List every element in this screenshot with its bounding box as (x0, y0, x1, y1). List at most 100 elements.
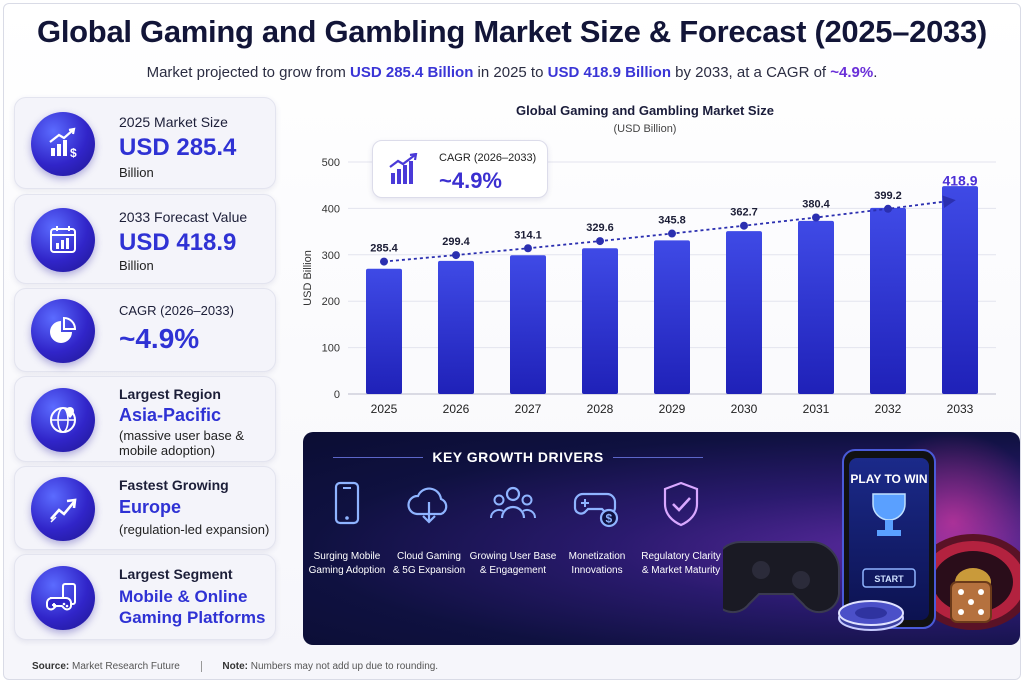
driver-cloud-5g: Cloud Gaming & 5G Expansion (385, 480, 473, 578)
cagr-chart-icon (389, 153, 418, 184)
y-axis-label: USD Billion (302, 250, 314, 306)
driver-label: Growing User Base & Engagement (469, 551, 557, 576)
data-label: 314.1 (514, 229, 542, 241)
driver-user-base: Growing User Base & Engagement (469, 480, 557, 578)
data-label: 329.6 (586, 222, 614, 234)
bar-2026 (438, 260, 474, 394)
svg-text:$: $ (70, 146, 77, 160)
bar-chart-dollar-icon: $ (31, 112, 95, 176)
card-value: USD 285.4 (119, 134, 237, 161)
card-cagr: CAGR (2026–2033) ~4.9% (14, 288, 276, 372)
x-tick-label: 2025 (371, 402, 398, 416)
x-tick-label: 2026 (443, 402, 470, 416)
chart-subtitle: (USD Billion) (613, 123, 677, 135)
bar-2031 (798, 220, 834, 394)
driver-label: Monetization Innovations (568, 551, 626, 576)
bar-2027 (510, 255, 546, 394)
y-tick-label: 0 (334, 389, 340, 401)
svg-text:$: $ (606, 512, 613, 526)
driver-label: Cloud Gaming & 5G Expansion (392, 551, 466, 576)
trend-point (740, 221, 748, 230)
driver-regulatory: Regulatory Clarity & Market Maturity (637, 480, 725, 578)
y-tick-label: 400 (322, 203, 340, 215)
svg-text:PLAY TO WIN: PLAY TO WIN (850, 472, 927, 486)
card-2033-forecast: 2033 Forecast Value USD 418.9 Billion (14, 194, 276, 284)
bar-2028 (582, 248, 618, 394)
y-tick-label: 100 (322, 343, 340, 355)
page-title: Global Gaming and Gambling Market Size &… (37, 14, 987, 49)
casino-chip-icon (838, 600, 904, 631)
data-label: 345.8 (658, 215, 686, 227)
trend-point (380, 257, 388, 266)
card-fastest-growing: Fastest Growing Europe (regulation-led e… (14, 466, 276, 550)
x-tick-label: 2029 (659, 402, 686, 416)
bar-2025 (366, 268, 402, 394)
trend-point (524, 244, 532, 253)
card-value: Asia-Pacific (119, 405, 222, 425)
key-growth-drivers-panel: KEY GROWTH DRIVERS Surging Mobile Gaming … (303, 432, 1020, 645)
trend-point (452, 251, 460, 260)
card-label: 2025 Market Size (119, 114, 228, 130)
card-value: ~4.9% (119, 323, 200, 354)
chart-title: Global Gaming and Gambling Market Size (516, 103, 774, 118)
trend-up-icon (31, 477, 95, 541)
driver-mobile-gaming: Surging Mobile Gaming Adoption (303, 480, 391, 578)
card-label: Fastest Growing (119, 477, 229, 493)
x-tick-label: 2031 (803, 402, 830, 416)
card-value: USD 418.9 (119, 229, 237, 256)
x-tick-label: 2028 (587, 402, 614, 416)
calendar-chart-icon (31, 208, 95, 272)
divider-left (333, 457, 423, 458)
card-value: Europe (119, 497, 182, 517)
card-2025-market-size: $ 2025 Market Size USD 285.4 Billion (14, 97, 276, 189)
card-label: Largest Segment (119, 566, 233, 582)
gamepad-icon (723, 541, 840, 614)
data-label: 299.4 (442, 236, 470, 248)
x-tick-label: 2033 (947, 402, 974, 416)
footer: Source: Market Research Future Note: Num… (32, 661, 439, 673)
smartphone-icon (334, 481, 360, 525)
source-text: Market Research Future (72, 661, 180, 673)
note-text: Numbers may not add up due to rounding. (250, 661, 439, 673)
drivers-heading: KEY GROWTH DRIVERS (432, 449, 604, 465)
users-icon (489, 486, 537, 519)
gaming-illustration: PLAY TO WIN START (723, 432, 1020, 631)
x-tick-label: 2032 (875, 402, 902, 416)
bar-2029 (654, 240, 690, 394)
svg-text:START: START (874, 574, 904, 584)
data-label: 380.4 (802, 198, 830, 210)
y-tick-label: 500 (322, 157, 340, 169)
mobile-gamepad-icon (31, 566, 95, 630)
pie-chart-icon (31, 299, 95, 363)
cagr-callout-value: ~4.9% (439, 168, 502, 193)
market-size-bar-chart: 0 100 200 300 400 500 USD Billion 2025 2026 2027 2… (302, 157, 996, 416)
bar-2032 (870, 207, 906, 394)
driver-monetization: $ Monetization Innovations (553, 480, 641, 578)
driver-label: Surging Mobile Gaming Adoption (308, 551, 386, 576)
trend-point (596, 237, 604, 246)
card-note: (regulation-led expansion) (119, 522, 270, 537)
driver-label: Regulatory Clarity & Market Maturity (641, 551, 721, 576)
shield-check-icon (663, 481, 699, 527)
card-label: Largest Region (119, 386, 221, 402)
gamepad-dollar-icon: $ (573, 492, 619, 528)
card-note: (massive user base & mobile adoption) (119, 428, 244, 458)
data-label: 285.4 (370, 243, 398, 255)
footer-divider (200, 661, 202, 672)
smartphone-play-icon: PLAY TO WIN START (842, 449, 936, 629)
card-largest-region: Largest Region Asia-Pacific (massive use… (14, 376, 276, 462)
y-tick-label: 200 (322, 296, 340, 308)
x-tick-label: 2030 (731, 402, 758, 416)
bar-2030 (726, 231, 762, 394)
divider-right (613, 457, 703, 458)
globe-pin-icon (31, 388, 95, 452)
page-subtitle: Market projected to grow from USD 285.4 … (146, 64, 878, 81)
trend-point (812, 213, 820, 222)
x-tick-label: 2027 (515, 402, 542, 416)
bar-2033 (942, 186, 978, 394)
y-tick-label: 300 (322, 250, 340, 262)
data-label: 418.9 (942, 173, 977, 189)
cloud-download-icon (407, 487, 448, 524)
dice-icon (950, 581, 992, 623)
trend-point (668, 229, 676, 238)
